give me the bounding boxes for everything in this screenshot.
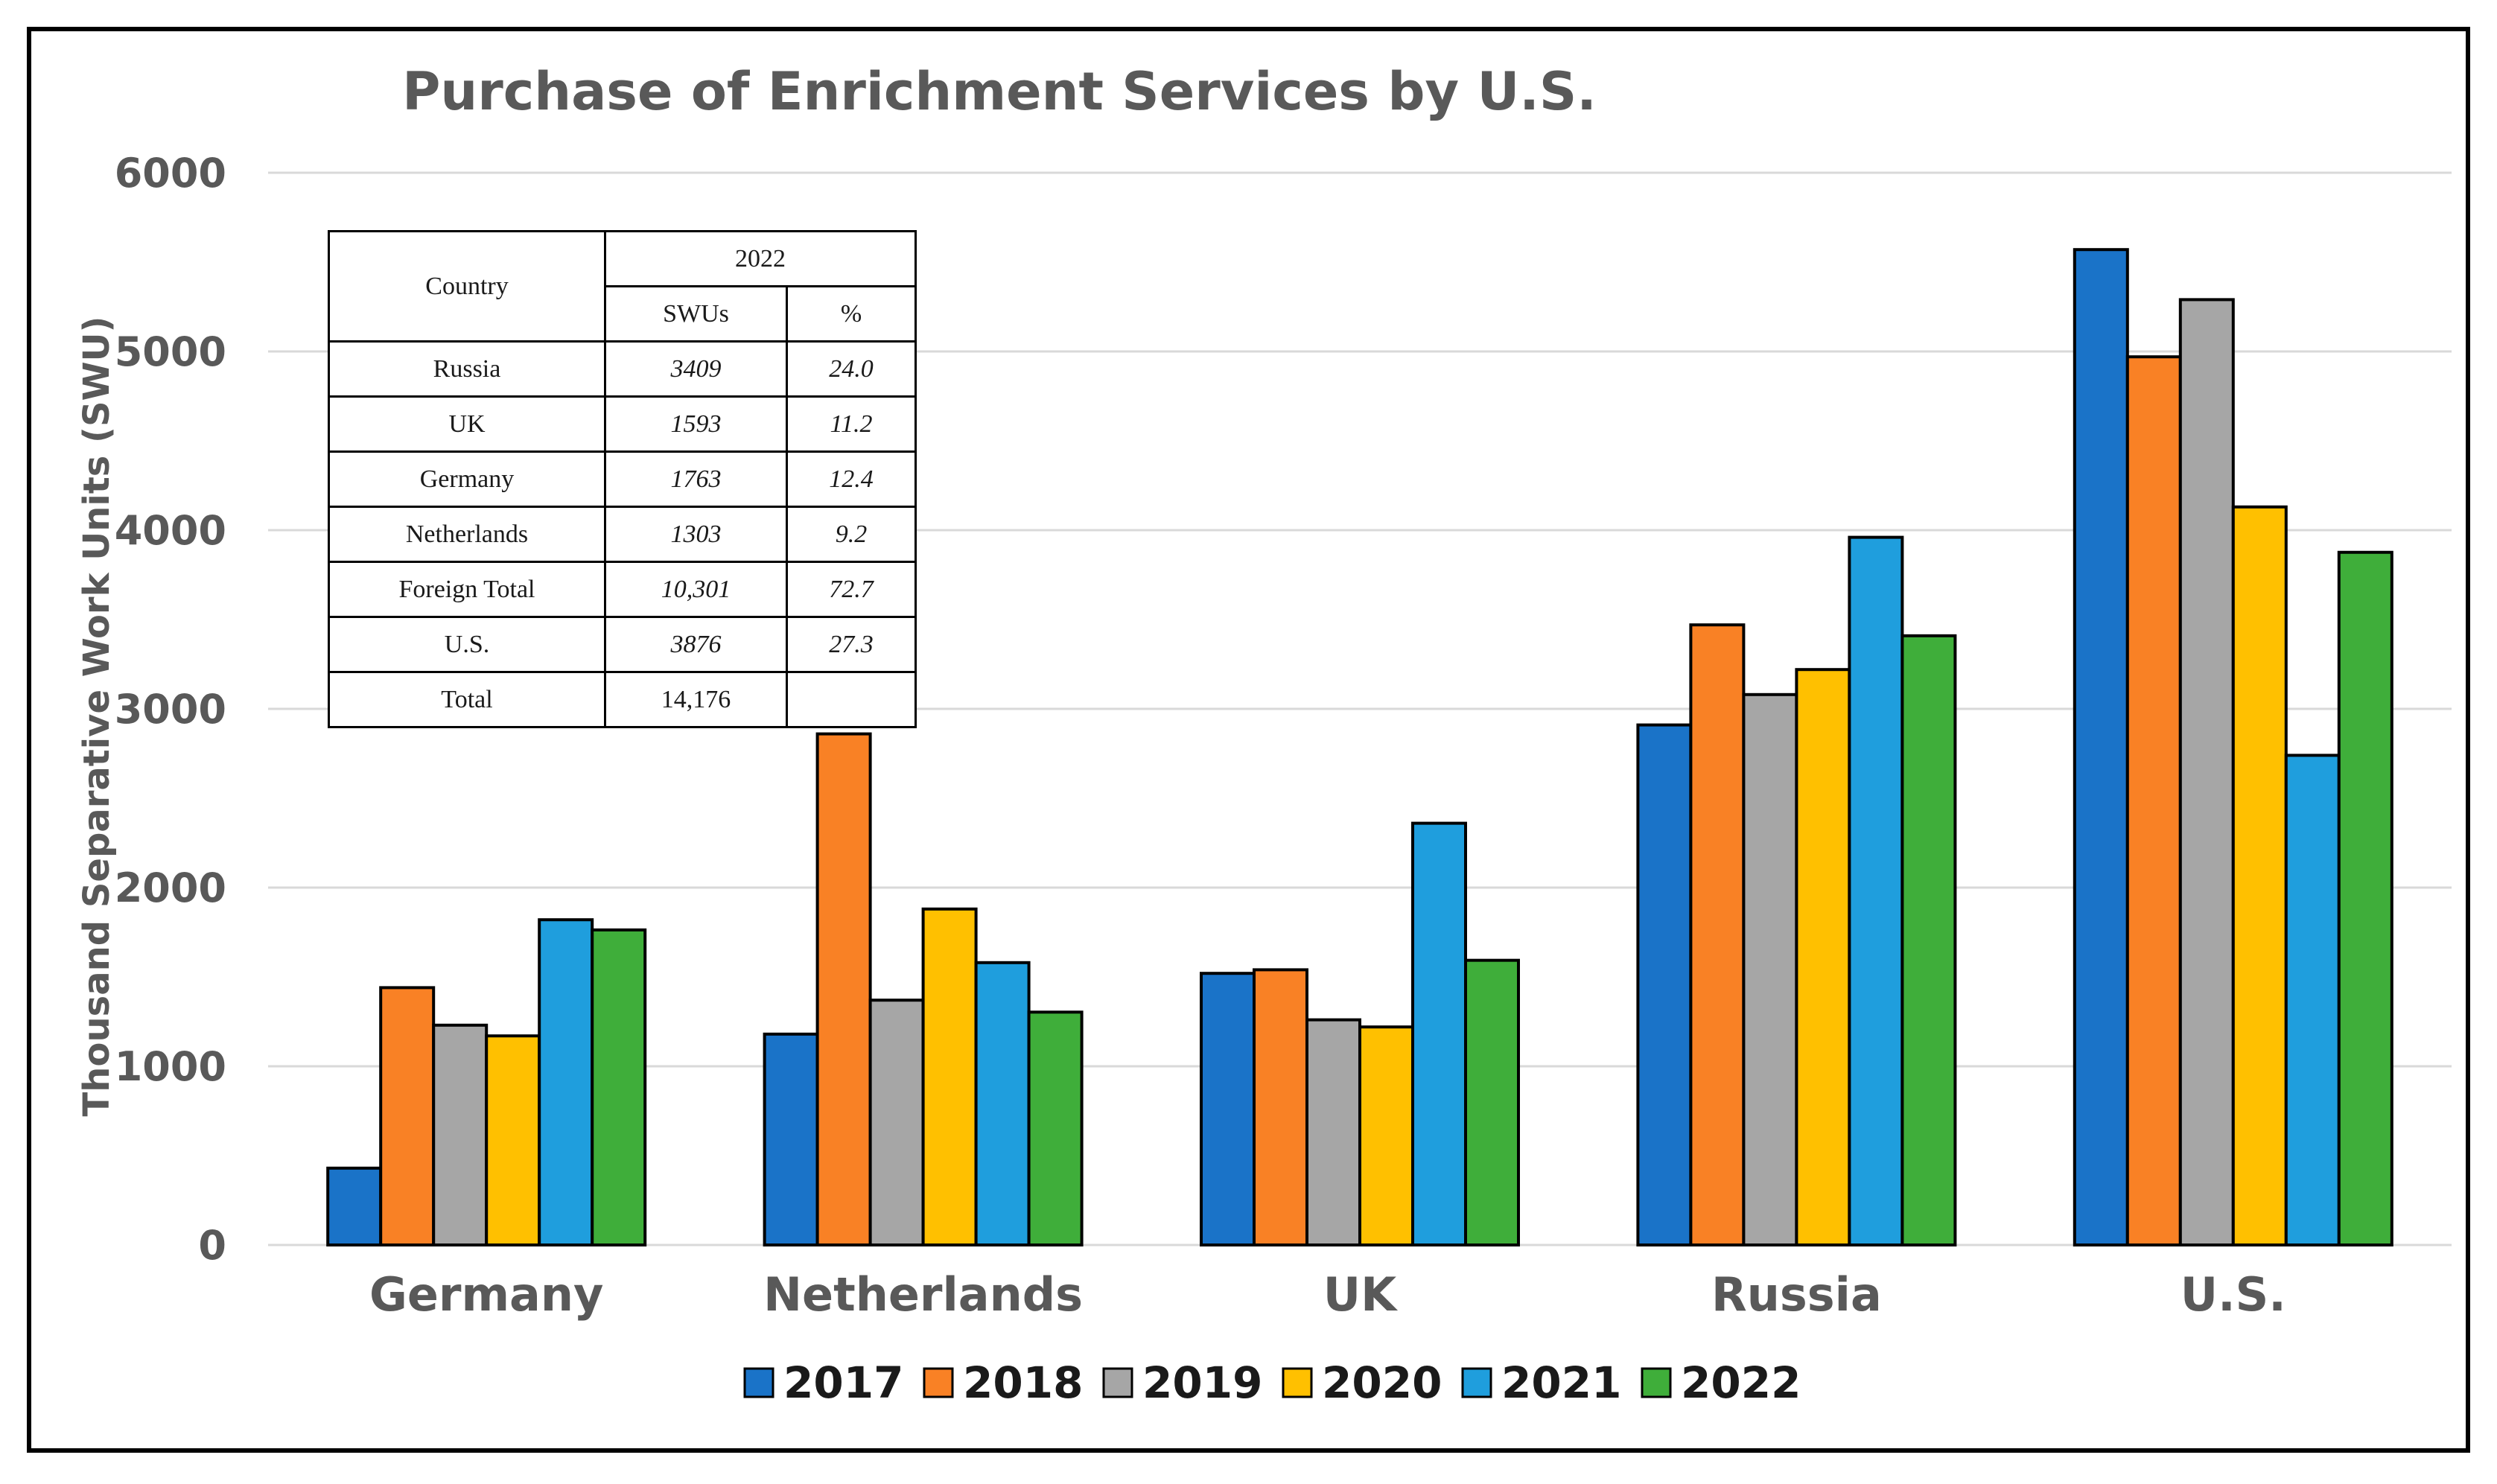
chart-frame: 0 1000 2000 3000 4000 5000 6000 Germany Netherl… [27,27,2470,1453]
bar-germany-2017 [326,1166,383,1247]
y-tick-label: 2000 [115,864,226,911]
bar-germany-2018 [379,986,436,1247]
row-swu: 1303 [604,506,788,563]
row-swu: 14,176 [604,671,788,728]
bar-u-s-2018 [2125,355,2182,1247]
bar-russia-2018 [1689,623,1746,1246]
legend: 2017 2018 2019 2020 2021 2022 [743,1357,1801,1408]
bar-germany-2020 [485,1034,541,1246]
row-pct [786,671,917,728]
legend-label-2020: 2020 [1322,1357,1442,1408]
bar-uk-2017 [1200,972,1256,1246]
legend-swatch-2022 [1641,1367,1672,1398]
bar-germany-2022 [591,928,647,1246]
bar-russia-2022 [1900,634,1957,1246]
row-pct: 12.4 [786,450,917,508]
chart-title: Purchase of Enrichment Services by U.S. [402,61,1597,122]
row-country: Germany [328,450,606,508]
legend-label-2019: 2019 [1142,1357,1262,1408]
y-axis-label: Thousand Separative Work Units (SWU) [76,316,118,1117]
header-swu: SWUs [604,285,788,343]
table-row: UK 1593 11.2 [328,395,917,453]
legend-label-2017: 2017 [783,1357,903,1408]
bar-u-s-2020 [2231,505,2288,1246]
legend-swatch-2018 [923,1367,954,1398]
row-pct: 27.3 [786,616,917,673]
bar-uk-2021 [1411,821,1467,1246]
row-swu: 3876 [604,616,788,673]
bar-netherlands-2020 [921,907,978,1247]
table-row: U.S. 3876 27.3 [328,616,917,673]
bar-russia-2020 [1795,668,1851,1246]
table-row: Foreign Total 10,301 72.7 [328,561,917,618]
header-country: Country [328,230,606,343]
legend-label-2018: 2018 [963,1357,1083,1408]
x-tick-label: Russia [1711,1267,1882,1322]
y-tick-labels: 0 1000 2000 3000 4000 5000 6000 [115,150,226,1269]
bar-uk-2019 [1305,1018,1361,1246]
bar-russia-2019 [1742,692,1798,1246]
bar-u-s-2022 [2337,550,2393,1246]
table-subheader-row: SWUs % [329,285,917,343]
x-tick-label: U.S. [2180,1267,2286,1322]
y-tick-label: 6000 [115,150,226,197]
bar-netherlands-2022 [1027,1010,1084,1247]
bar-uk-2020 [1358,1025,1414,1246]
legend-swatch-2017 [743,1367,774,1398]
row-swu: 1593 [604,395,788,453]
row-pct: 72.7 [786,561,917,618]
row-country: U.S. [328,616,606,673]
row-swu: 10,301 [604,561,788,618]
row-country: Foreign Total [328,561,606,618]
table-row: Russia 3409 24.0 [328,340,917,398]
table-header-row: Country 2022 [328,230,917,343]
legend-label-2022: 2022 [1681,1357,1801,1408]
bar-netherlands-2018 [815,732,872,1246]
header-year: 2022 [604,230,917,287]
legend-swatch-2021 [1461,1367,1492,1398]
row-pct: 24.0 [786,340,917,398]
y-tick-label: 5000 [115,328,226,375]
x-tick-label: Germany [369,1267,604,1322]
table-row: Germany 1763 12.4 [328,450,917,508]
bar-netherlands-2021 [974,961,1031,1247]
legend-swatch-2020 [1282,1367,1313,1398]
bar-germany-2021 [538,918,594,1246]
y-tick-label: 0 [198,1222,226,1269]
y-tick-label: 4000 [115,507,226,554]
row-pct: 9.2 [786,506,917,563]
y-tick-label: 3000 [115,686,226,733]
bar-u-s-2017 [2073,248,2129,1247]
bar-russia-2021 [1848,535,1904,1246]
bar-u-s-2019 [2178,298,2235,1246]
bar-uk-2022 [1464,958,1520,1247]
x-tick-label: Netherlands [763,1267,1083,1322]
row-pct: 11.2 [786,395,917,453]
bar-uk-2018 [1253,968,1308,1247]
inset-data-table: Country 2022 SWUs % Russia 3409 24.0 UK … [328,230,917,728]
y-tick-label: 1000 [115,1043,226,1090]
table-row: Total 14,176 [328,671,917,728]
x-tick-labels: Germany Netherlands UK Russia U.S. [369,1267,2286,1322]
bar-netherlands-2019 [868,999,925,1246]
legend-label-2021: 2021 [1501,1357,1621,1408]
row-swu: 3409 [604,340,788,398]
row-country: Total [328,671,606,728]
row-country: UK [328,395,606,453]
bar-u-s-2021 [2284,754,2341,1246]
bar-germany-2019 [432,1023,489,1247]
header-pct: % [786,285,917,343]
row-swu: 1763 [604,450,788,508]
row-country: Russia [328,340,606,398]
bar-netherlands-2017 [763,1032,819,1247]
bar-russia-2017 [1636,723,1693,1246]
table-row: Netherlands 1303 9.2 [328,506,917,563]
x-tick-label: UK [1323,1267,1398,1322]
bars [326,248,2393,1247]
legend-swatch-2019 [1102,1367,1133,1398]
row-country: Netherlands [328,506,606,563]
